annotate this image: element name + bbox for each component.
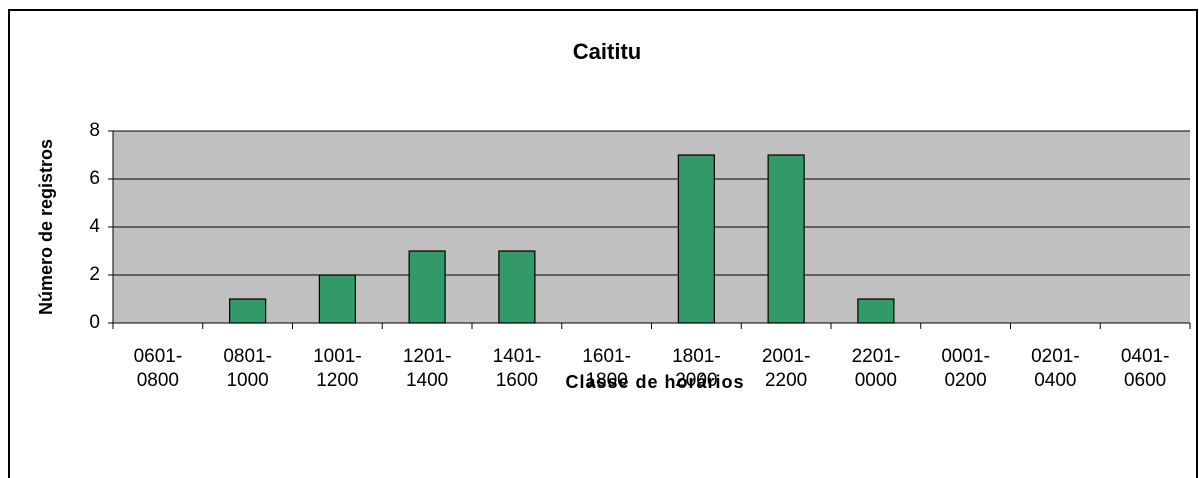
y-tick-label: 2 bbox=[89, 264, 100, 285]
bar bbox=[857, 298, 895, 324]
x-axis-label: Classe de horários bbox=[565, 372, 744, 392]
x-tick-label: 0401-0600 bbox=[1121, 346, 1170, 391]
x-tick-label: 1201-1400 bbox=[403, 346, 452, 391]
y-tick-label: 4 bbox=[89, 216, 100, 237]
bar bbox=[498, 250, 536, 324]
y-tick-label: 6 bbox=[89, 168, 100, 189]
x-tick-label: 1401-1600 bbox=[493, 346, 542, 391]
chart-title: Caititu bbox=[573, 39, 641, 64]
x-tick-label: 0201-0400 bbox=[1031, 346, 1080, 391]
y-tick-label: 8 bbox=[89, 120, 100, 141]
x-tick-label: 0001-0200 bbox=[941, 346, 990, 391]
bar bbox=[408, 250, 446, 324]
bar bbox=[229, 298, 267, 324]
x-tick-label: 1601-1800 bbox=[582, 346, 631, 391]
x-tick-label: 2001-2200 bbox=[762, 346, 811, 391]
bar bbox=[318, 274, 356, 324]
x-tick-label: 1801-2000 bbox=[672, 346, 721, 391]
y-axis-label: Número de registros bbox=[36, 139, 56, 315]
x-tick-label: 0801-1000 bbox=[223, 346, 272, 391]
x-tick-label: 2201-0000 bbox=[852, 346, 901, 391]
y-tick-label: 0 bbox=[89, 312, 100, 333]
x-tick-label: 0601-0800 bbox=[134, 346, 183, 391]
bar bbox=[767, 154, 805, 324]
x-tick-label: 1001-1200 bbox=[313, 346, 362, 391]
chart-frame bbox=[8, 9, 1198, 478]
bar bbox=[677, 154, 715, 324]
